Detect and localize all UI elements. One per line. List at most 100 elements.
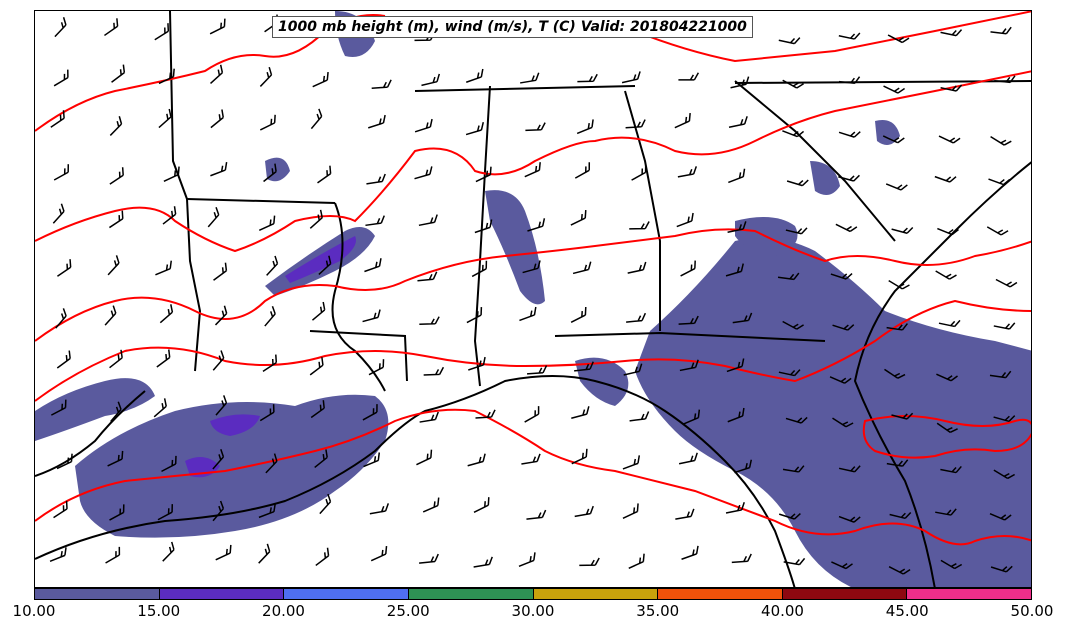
wind-barb [783, 557, 806, 566]
wind-barb [678, 452, 698, 465]
colorbar-segment [159, 589, 285, 599]
wind-barb [54, 17, 67, 38]
wind-speed-shading-strong [185, 236, 356, 478]
wind-barb [49, 547, 67, 562]
wind-barb [368, 359, 385, 376]
wind-barb [526, 509, 547, 520]
wind-barb [107, 450, 124, 467]
wind-barb [831, 561, 853, 570]
wind-barbs [49, 14, 1018, 575]
wind-barb [570, 210, 587, 226]
wind-barb [525, 122, 546, 132]
wind-barb [362, 309, 381, 323]
wind-barb [730, 76, 750, 89]
wind-barb [832, 324, 855, 331]
wind-barb [50, 399, 67, 416]
wind-barb [838, 32, 861, 40]
wind-barb [314, 449, 328, 468]
wind-barb [622, 503, 639, 520]
wind-barb [936, 422, 958, 434]
wind-barb [993, 415, 1016, 423]
colorbar-segment [907, 589, 1031, 599]
wind-barb [527, 365, 548, 375]
wind-barb [419, 316, 440, 326]
wind-barb [419, 553, 439, 564]
shading-region-georgia-florida [635, 237, 1031, 587]
wind-barb [570, 306, 587, 323]
wind-barb [109, 504, 125, 521]
wind-barb [990, 136, 1012, 146]
temp-contour-7 [634, 11, 1031, 63]
colorbar-tick-label: 15.00 [137, 602, 181, 620]
shading-region-texas-coast [35, 378, 155, 441]
wind-barb [214, 305, 228, 326]
wind-barb [989, 513, 1012, 521]
wind-barb [882, 135, 905, 144]
wind-barb [418, 214, 438, 227]
wind-barb [319, 493, 332, 515]
wind-barb [55, 308, 67, 329]
wind-barb [522, 260, 541, 274]
wind-barb [674, 112, 691, 129]
wind-barb [159, 304, 174, 324]
wind-barb [838, 465, 861, 473]
colorbar-tick-label: 25.00 [386, 602, 430, 620]
shading-strong-gulf-a [210, 414, 260, 436]
colorbar-segment [782, 589, 908, 599]
wind-barb [629, 221, 650, 230]
wind-barb [629, 411, 650, 422]
wind-barb [777, 272, 800, 281]
wind-barb [366, 173, 386, 185]
wind-barb [734, 459, 753, 474]
colorbar-tick-label: 35.00 [636, 602, 680, 620]
colorbar-segment [408, 589, 534, 599]
wind-barb [262, 354, 278, 373]
wind-barb [678, 72, 700, 81]
wind-barb [995, 278, 1018, 288]
wind-barb [628, 553, 645, 569]
wind-barb [785, 227, 808, 235]
wind-barb [210, 109, 224, 129]
shading-region-louisiana-gulf [75, 394, 389, 538]
wind-barb [368, 114, 386, 129]
temp-contour-2 [35, 70, 1031, 253]
wind-barb [213, 262, 228, 281]
wind-barb [838, 515, 861, 523]
boundary-georgia-florida [554, 331, 826, 342]
wind-barb [157, 504, 174, 521]
wind-barb [158, 108, 172, 129]
wind-barb [887, 34, 910, 44]
wind-barb [675, 508, 695, 520]
wind-barb [572, 261, 592, 275]
colorbar-segment [533, 589, 659, 599]
wind-barb [728, 116, 748, 129]
wind-barb [574, 505, 594, 518]
wind-barb [475, 166, 492, 183]
temp-contour-4 [35, 299, 1031, 402]
boundary-louisiana-south [309, 330, 408, 382]
wind-barb [363, 452, 381, 468]
wind-barb [422, 497, 440, 513]
wind-barb [677, 166, 698, 178]
wind-barb [215, 544, 232, 561]
wind-barb [259, 66, 273, 87]
wind-barb [50, 110, 65, 128]
boundary-oklahoma-arkansas [169, 11, 188, 200]
wind-barb [938, 319, 961, 328]
wind-barb [940, 559, 963, 570]
colorbar-segment [35, 589, 160, 599]
colorbar-tick-label: 30.00 [511, 602, 555, 620]
wind-barb [109, 210, 124, 229]
wind-barb [937, 227, 959, 236]
wind-barb [727, 407, 745, 423]
wind-barb [577, 73, 598, 83]
wind-barb [683, 409, 701, 425]
wind-barb [207, 206, 220, 228]
boundary-alabama-georgia [624, 90, 661, 331]
wind-barb [467, 453, 486, 467]
wind-barb [940, 465, 962, 474]
wind-barb [111, 64, 126, 83]
wind-barb [726, 358, 745, 373]
wind-barb [309, 209, 323, 229]
wind-barb [888, 566, 911, 575]
